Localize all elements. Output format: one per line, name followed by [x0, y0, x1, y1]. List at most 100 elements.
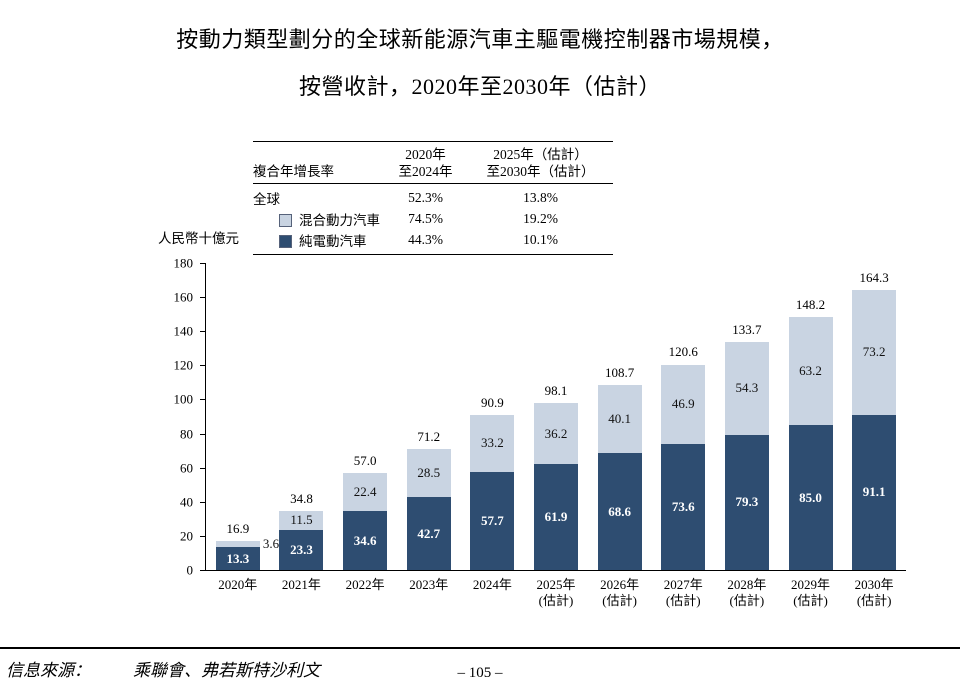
bev-segment: [534, 464, 578, 570]
y-tick-mark: [200, 570, 206, 571]
hybrid-segment: [534, 402, 578, 465]
cagr-row-label-wrap: 純電動汽車: [253, 230, 383, 250]
total-value-label: 108.7: [605, 364, 635, 380]
footer-divider: [0, 647, 960, 649]
cagr-period1-line2: 至2024年: [398, 164, 453, 179]
cagr-table-header: 複合年增長率 2020年 至2024年 2025年（估計） 至2030年（估計）: [253, 141, 613, 184]
cagr-value: 74.5%: [408, 210, 443, 226]
y-tick-mark: [200, 331, 206, 333]
x-axis-label: 2026年 (估計): [588, 577, 652, 609]
hybrid-segment: [470, 414, 515, 472]
y-tick-label: 60: [180, 460, 193, 476]
hybrid-segment: [215, 541, 260, 548]
cagr-period1-header: 2020年 至2024年: [383, 146, 468, 180]
total-value-label: 148.2: [795, 297, 826, 313]
x-axis-label: 2030年 (估計): [842, 577, 906, 609]
hybrid-value-label: 3.6: [262, 536, 280, 552]
total-value-label: 57.0: [353, 452, 377, 468]
hybrid-segment: [279, 510, 324, 531]
cagr-value: 52.3%: [408, 189, 443, 205]
chart-title: 按動力類型劃分的全球新能源汽車主驅電機控制器市場規模， 按營收計，2020年至2…: [0, 16, 960, 110]
cagr-row-label: 純電動汽車: [299, 233, 367, 249]
bar-group: 61.9 36.2 98.1: [534, 383, 578, 570]
x-axis-year: 2026年: [600, 577, 640, 592]
bev-segment: [852, 414, 897, 570]
x-axis-label: 2020年: [206, 577, 270, 593]
x-axis-note: (估計): [856, 593, 892, 608]
hybrid-segment: [661, 364, 706, 445]
x-axis-note: (估計): [665, 593, 701, 608]
total-value-label: 71.2: [417, 428, 441, 444]
y-tick-label: 40: [180, 494, 193, 510]
chart-title-line2: 按營收計，2020年至2030年（估計）: [298, 74, 661, 99]
cagr-value: 13.8%: [523, 189, 558, 205]
bev-value-label: 34.6: [353, 532, 377, 548]
bev-segment: [343, 511, 388, 570]
hybrid-value-label: 73.2: [862, 344, 886, 360]
bev-value-label: 57.7: [480, 512, 504, 528]
x-axis-label: 2021年: [270, 577, 334, 593]
bev-segment: [470, 471, 515, 570]
total-value-label: 16.9: [226, 521, 250, 537]
hybrid-value-label: 11.5: [290, 512, 313, 528]
x-axis-label: 2023年: [397, 577, 461, 593]
bar-group: 79.3 54.3 133.7: [724, 322, 769, 570]
cagr-value: 19.2%: [523, 210, 558, 226]
y-tick-label: 120: [173, 357, 194, 373]
hybrid-segment: [343, 472, 388, 511]
total-value-label: 98.1: [544, 382, 568, 398]
hybrid-segment: [724, 342, 769, 435]
bar-group: 34.6 22.4 57.0: [343, 453, 388, 570]
cagr-period2-line1: 2025年（估計）: [493, 147, 588, 162]
bev-value-label: 61.9: [544, 509, 568, 525]
bev-segment: [788, 425, 833, 570]
bev-value-label: 85.0: [799, 489, 822, 505]
hybrid-value-label: 40.1: [608, 410, 631, 426]
y-tick-label: 160: [173, 289, 194, 305]
bar-group: 85.0 63.2 148.2: [788, 297, 833, 570]
cagr-row-header: 複合年增長率: [253, 164, 334, 179]
y-tick-mark: [200, 467, 206, 469]
bar-group: 23.3 11.5 34.8: [279, 491, 324, 570]
bev-segment: [724, 434, 769, 570]
x-axis-label: 2028年 (估計): [715, 577, 779, 609]
hybrid-value-label: 54.3: [735, 380, 759, 396]
y-tick-mark: [200, 535, 206, 537]
cagr-row-global: 全球 52.3% 13.8%: [253, 187, 613, 208]
hybrid-value-label: 63.2: [799, 363, 822, 379]
total-value-label: 90.9: [480, 394, 504, 410]
bar-group: 57.7 33.2 90.9: [470, 395, 515, 570]
x-axis-label: 2025年 (估計): [524, 577, 588, 609]
hybrid-segment: [788, 317, 833, 426]
bar-group: 13.3 3.6 16.9: [215, 521, 279, 570]
cagr-row-hybrid: 混合動力汽車 74.5% 19.2%: [253, 208, 613, 229]
bev-segment: [406, 497, 451, 570]
hybrid-value-label: 33.2: [480, 435, 504, 451]
y-tick-label: 180: [173, 255, 194, 271]
y-tick-label: 0: [186, 562, 194, 578]
bev-segment: [661, 444, 706, 570]
y-tick-label: 100: [173, 391, 194, 407]
source-note: 信息來源： 乘聯會、弗若斯特沙利文: [6, 656, 320, 681]
y-tick-label: 140: [173, 323, 194, 339]
cagr-table: 複合年增長率 2020年 至2024年 2025年（估計） 至2030年（估計）…: [253, 141, 613, 255]
x-axis-label: 2024年: [461, 577, 525, 593]
y-tick-mark: [200, 263, 206, 264]
cagr-period2-header: 2025年（估計） 至2030年（估計）: [468, 146, 613, 180]
hybrid-segment: [406, 448, 451, 498]
total-value-label: 164.3: [859, 269, 889, 285]
x-axis-year: 2025年: [536, 577, 576, 592]
cagr-table-body: 全球 52.3% 13.8% 混合動力汽車 74.5% 19.2% 純電動汽車 …: [253, 184, 613, 255]
x-axis-note: (估計): [793, 593, 828, 608]
x-axis-note: (估計): [602, 593, 637, 608]
hybrid-value-label: 36.2: [544, 425, 568, 441]
bev-value-label: 73.6: [671, 499, 695, 515]
bar-group: 73.6 46.9 120.6: [661, 344, 706, 570]
hybrid-segment: [597, 384, 642, 453]
total-value-label: 120.6: [668, 344, 698, 360]
hybrid-segment: [852, 289, 897, 415]
cagr-period1-line1: 2020年: [405, 147, 446, 162]
x-axis-year: 2029年: [791, 577, 831, 592]
hybrid-value-label: 46.9: [671, 396, 695, 412]
